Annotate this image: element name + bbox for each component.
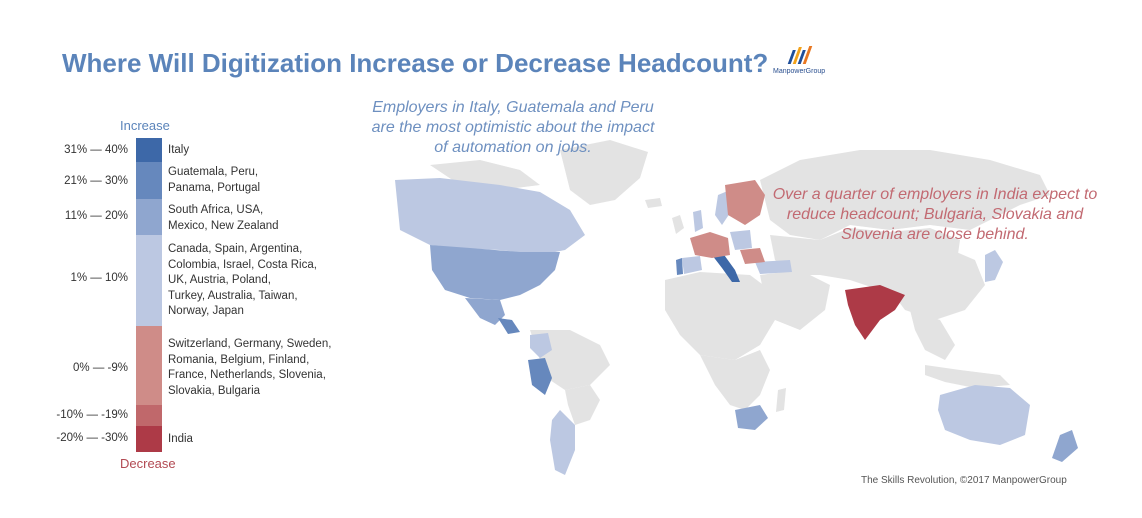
uk-ireland [672,215,684,234]
legend-bar-21-30 [136,162,162,199]
new-zealand [1052,430,1078,462]
legend-range: 11% — 20% [64,210,128,222]
argentina [550,410,575,475]
legend-countries: South Africa, USA, Mexico, New Zealand [168,204,279,232]
middle-east [760,270,830,330]
legend-range: 21% — 30% [64,175,128,187]
legend-range: 31% — 40% [64,144,128,156]
guatemala-panama [498,318,520,334]
spain [682,256,702,274]
legend-decrease-label: Decrease [120,456,176,471]
madagascar [776,388,786,412]
optimistic-callout: Employers in Italy, Guatemala and Peru a… [371,99,655,156]
legend-bar-31-40 [136,138,162,162]
africa-central [700,350,770,410]
logo-text: ManpowerGroup [773,68,826,75]
peru [528,358,552,395]
japan [985,250,1003,282]
india [845,285,905,340]
manpowergroup-logo [787,46,813,64]
legend-bar-1-10 [136,235,162,326]
legend-countries: Italy [168,144,190,156]
western-europe [690,232,730,258]
page-title: Where Will Digitization Increase or Decr… [62,48,769,78]
pessimistic-callout: Over a quarter of employers in India exp… [772,186,1098,243]
portugal [676,258,683,275]
legend-countries: Switzerland, Germany, Sweden, Romania, B… [168,338,332,397]
colombia [530,333,552,358]
russia [760,150,1050,240]
legend-countries: India [168,433,193,445]
legend-bar-20-30 [136,426,162,452]
scandinavia [725,180,765,225]
romania-bulgaria [740,248,765,264]
australia [938,385,1030,445]
africa-north [665,272,775,360]
legend-bar-10-19 [136,405,162,426]
italy [712,252,740,282]
legend-bar-0-9 [136,326,162,405]
legend-range: 0% — -9% [73,362,128,374]
turkey [755,260,792,274]
greenland [560,140,648,205]
legend-range: -20% — -30% [56,432,128,444]
south-africa [735,405,768,430]
legend-bar-11-20 [136,199,162,235]
iceland [645,198,662,208]
mexico [465,298,505,325]
source-credit: The Skills Revolution, ©2017 ManpowerGro… [861,475,1067,486]
china [880,245,985,320]
uk [693,210,703,232]
legend-countries: Canada, Spain, Argentina, Colombia, Isra… [168,243,317,317]
legend-range: 1% — 10% [70,272,128,284]
south-america-east [565,385,600,425]
legend-increase-label: Increase [120,118,170,133]
legend-countries: Guatemala, Peru, Panama, Portugal [168,166,261,194]
usa [430,245,560,300]
austria-poland [730,230,752,250]
legend-range: -10% — -19% [56,409,128,421]
canada [395,178,585,255]
southeast-asia [910,310,955,360]
indonesia [925,365,1010,388]
